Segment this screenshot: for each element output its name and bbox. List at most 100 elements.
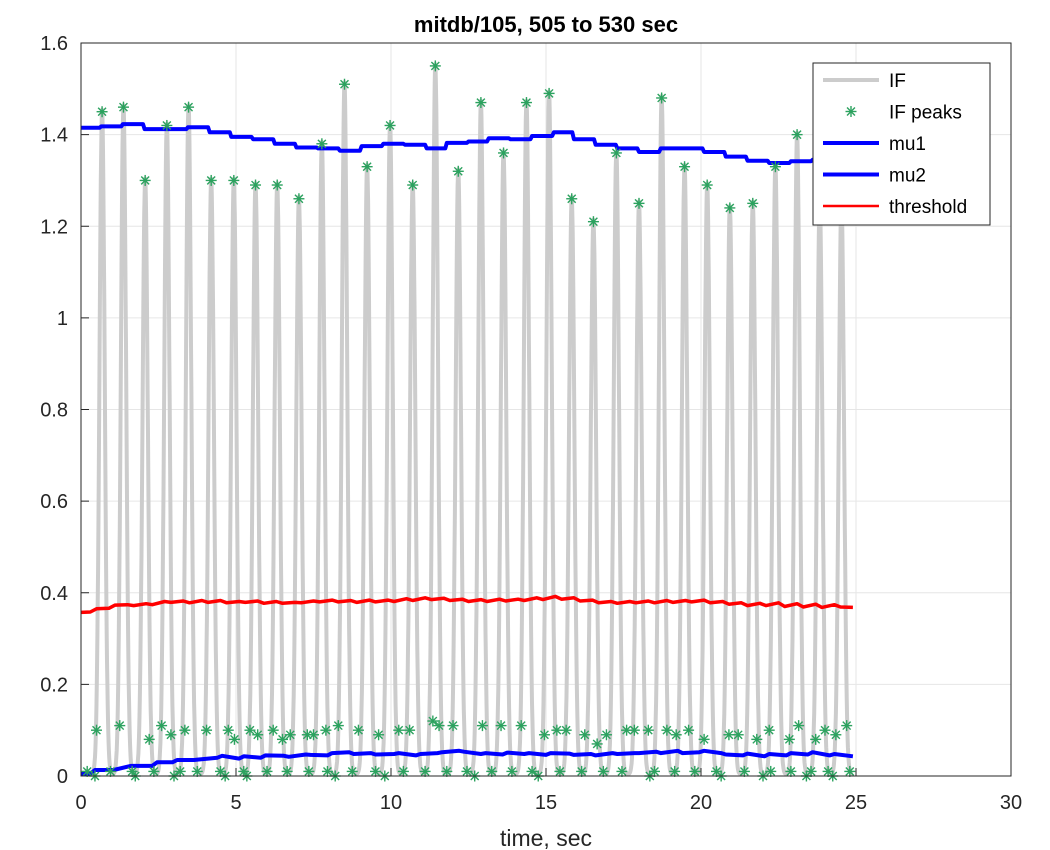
if-peak-marker — [284, 729, 296, 741]
if-peak-marker — [277, 733, 288, 745]
x-axis-label: time, sec — [500, 825, 592, 850]
series-layer — [79, 60, 856, 782]
if-peak-marker — [579, 729, 591, 741]
if-peak-marker — [732, 729, 744, 741]
y-tick-label: 0.6 — [40, 491, 68, 513]
if-peak-marker — [576, 765, 588, 777]
if-peak-marker — [271, 179, 283, 191]
if-peak-marker — [361, 161, 373, 173]
if-peak-marker — [506, 765, 518, 777]
y-tick-label: 1 — [57, 308, 68, 330]
if-peak-marker — [397, 765, 409, 777]
legend-label: threshold — [889, 197, 967, 218]
if-peak-marker — [830, 729, 842, 741]
if-peak-marker — [769, 161, 781, 173]
if-peak-marker — [373, 729, 385, 741]
if-peak-marker — [447, 720, 459, 732]
if-peak-marker — [600, 729, 612, 741]
if-peak-marker — [117, 101, 129, 113]
if-peak-marker — [810, 733, 822, 745]
if-peak-marker — [228, 733, 240, 745]
if-peak-marker — [339, 78, 350, 90]
if-peak-marker — [104, 765, 116, 777]
if-peak-marker — [476, 720, 488, 732]
if-peak-marker — [661, 724, 673, 736]
if-peak-marker — [303, 765, 315, 777]
if-peak-marker — [261, 765, 273, 777]
y-tick-label: 0 — [57, 766, 68, 788]
if-peak-marker — [433, 720, 445, 732]
legend-item: mu1 — [823, 134, 926, 155]
legend-item: IF — [823, 71, 906, 92]
legend-item: mu2 — [823, 166, 926, 187]
series-mu2-line — [81, 748, 854, 776]
if-peak-marker — [228, 174, 240, 186]
if-peak-marker — [205, 174, 217, 186]
if-peak-marker — [597, 765, 609, 777]
legend-label: IF peaks — [889, 103, 962, 124]
if-peak-marker — [841, 720, 853, 732]
if-peak-marker — [763, 724, 775, 736]
x-tick-label: 10 — [380, 792, 402, 814]
if-peak-marker — [723, 729, 735, 741]
if-peak-marker — [427, 715, 439, 727]
if-peak-marker — [346, 765, 358, 777]
legend-item: threshold — [823, 197, 967, 218]
legend-item: IF peaks — [845, 103, 962, 124]
if-peak-marker — [538, 729, 550, 741]
if-peak-marker — [250, 179, 262, 191]
legend-label: mu1 — [889, 134, 926, 155]
if-peak-marker — [785, 765, 797, 777]
if-peak-marker — [461, 765, 473, 777]
if-peak-marker — [649, 765, 660, 777]
if-peak-marker — [495, 720, 507, 732]
if-peak-marker — [633, 197, 645, 209]
series-mu1-line — [81, 122, 853, 165]
if-peak-marker — [669, 765, 681, 777]
if-peak-marker — [114, 720, 126, 732]
if-peak-marker — [486, 765, 498, 777]
if-peak-marker — [308, 729, 319, 741]
if-peak-marker — [161, 119, 173, 131]
if-peak-marker — [689, 765, 701, 777]
if-peak-marker — [683, 724, 695, 736]
x-tick-label: 20 — [690, 792, 712, 814]
if-peak-marker — [419, 765, 431, 777]
if-peak-marker — [384, 119, 396, 131]
if-peak-marker — [498, 147, 510, 159]
if-peak-marker — [765, 765, 777, 777]
if-peak-marker — [844, 765, 856, 777]
if-peak-marker — [441, 765, 453, 777]
if-peak-marker — [679, 161, 691, 173]
y-tick-label: 1.4 — [40, 125, 68, 147]
if-peak-marker — [320, 724, 332, 736]
if-peak-marker — [174, 765, 186, 777]
if-peak-marker — [179, 724, 191, 736]
if-peak-marker — [656, 92, 668, 104]
if-peak-marker — [156, 720, 168, 732]
if-peak-marker — [591, 738, 603, 750]
x-tick-label: 25 — [845, 792, 867, 814]
y-tick-label: 0.2 — [40, 674, 68, 696]
if-peak-marker — [332, 720, 344, 732]
if-peak-marker — [805, 765, 817, 777]
if-peak-marker — [407, 179, 419, 191]
legend-label: mu2 — [889, 166, 926, 187]
if-peak-marker — [215, 765, 226, 777]
if-peak-marker — [698, 733, 710, 745]
if-peak-marker — [96, 106, 108, 118]
if-peak-marker — [783, 733, 795, 745]
if-peak-marker — [724, 202, 736, 214]
if-peak-marker — [452, 165, 464, 177]
if-peak-marker — [81, 765, 93, 777]
if-peak-marker — [526, 765, 538, 777]
x-tick-label: 30 — [1000, 792, 1022, 814]
if-peak-marker — [610, 147, 622, 159]
if-peak-marker — [321, 765, 333, 777]
if-peak-marker — [222, 724, 234, 736]
if-peak-marker — [701, 179, 713, 191]
if-peak-marker — [281, 765, 293, 777]
if-peak-marker — [316, 138, 328, 150]
if-peak-marker — [244, 724, 256, 736]
